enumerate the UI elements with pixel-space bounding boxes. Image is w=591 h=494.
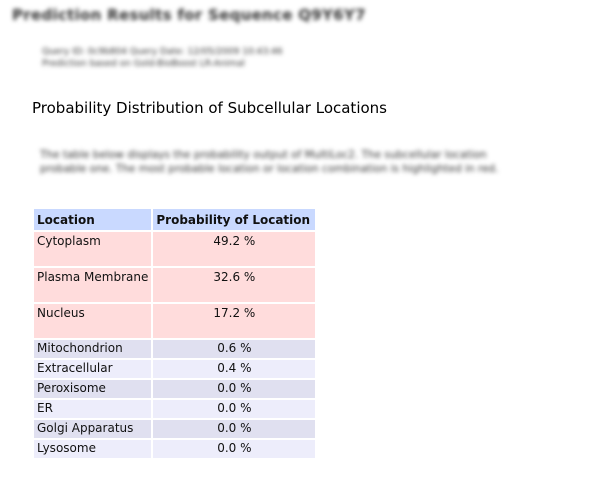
table-row: Peroxisome 0.0 %: [34, 380, 316, 398]
table-row: Golgi Apparatus 0.0 %: [34, 420, 316, 438]
probability-cell: 0.0 %: [153, 440, 316, 458]
probability-cell: 0.0 %: [153, 400, 316, 418]
description-line: probable one. The most probable location…: [40, 163, 499, 175]
table-row: Cytoplasm 49.2 %: [34, 232, 316, 266]
table-header-row: Location Probability of Location: [34, 209, 316, 230]
location-cell: Extracellular: [34, 360, 152, 378]
description-line: The table below displays the probability…: [40, 149, 487, 161]
location-cell: Nucleus: [34, 304, 152, 338]
table-row: Lysosome 0.0 %: [34, 440, 316, 458]
probability-cell: 0.0 %: [153, 380, 316, 398]
table-row: Mitochondrion 0.6 %: [34, 340, 316, 358]
query-info: Query ID: 0c9b804 Query Date: 12/05/2009…: [42, 46, 283, 70]
location-cell: ER: [34, 400, 152, 418]
probability-table: Location Probability of Location Cytopla…: [32, 207, 317, 460]
table-row: ER 0.0 %: [34, 400, 316, 418]
table-row: Nucleus 17.2 %: [34, 304, 316, 338]
probability-cell: 0.0 %: [153, 420, 316, 438]
probability-cell: 32.6 %: [153, 268, 316, 302]
section-description: The table below displays the probability…: [40, 148, 498, 176]
location-cell: Mitochondrion: [34, 340, 152, 358]
column-header-location: Location: [34, 209, 152, 230]
query-info-line: Query ID: 0c9b804 Query Date: 12/05/2009…: [42, 47, 283, 57]
location-cell: Cytoplasm: [34, 232, 152, 266]
location-cell: Plasma Membrane: [34, 268, 152, 302]
section-heading: Probability Distribution of Subcellular …: [32, 99, 387, 117]
probability-cell: 0.4 %: [153, 360, 316, 378]
table-row: Plasma Membrane 32.6 %: [34, 268, 316, 302]
location-cell: Peroxisome: [34, 380, 152, 398]
location-cell: Golgi Apparatus: [34, 420, 152, 438]
table-row: Extracellular 0.4 %: [34, 360, 316, 378]
probability-cell: 49.2 %: [153, 232, 316, 266]
location-cell: Lysosome: [34, 440, 152, 458]
page-title: Prediction Results for Sequence Q9Y6Y7: [12, 6, 366, 24]
column-header-probability: Probability of Location: [153, 209, 316, 230]
probability-cell: 17.2 %: [153, 304, 316, 338]
query-info-line: Prediction based on Gold-BioBoost LR-Ani…: [42, 59, 245, 69]
probability-cell: 0.6 %: [153, 340, 316, 358]
